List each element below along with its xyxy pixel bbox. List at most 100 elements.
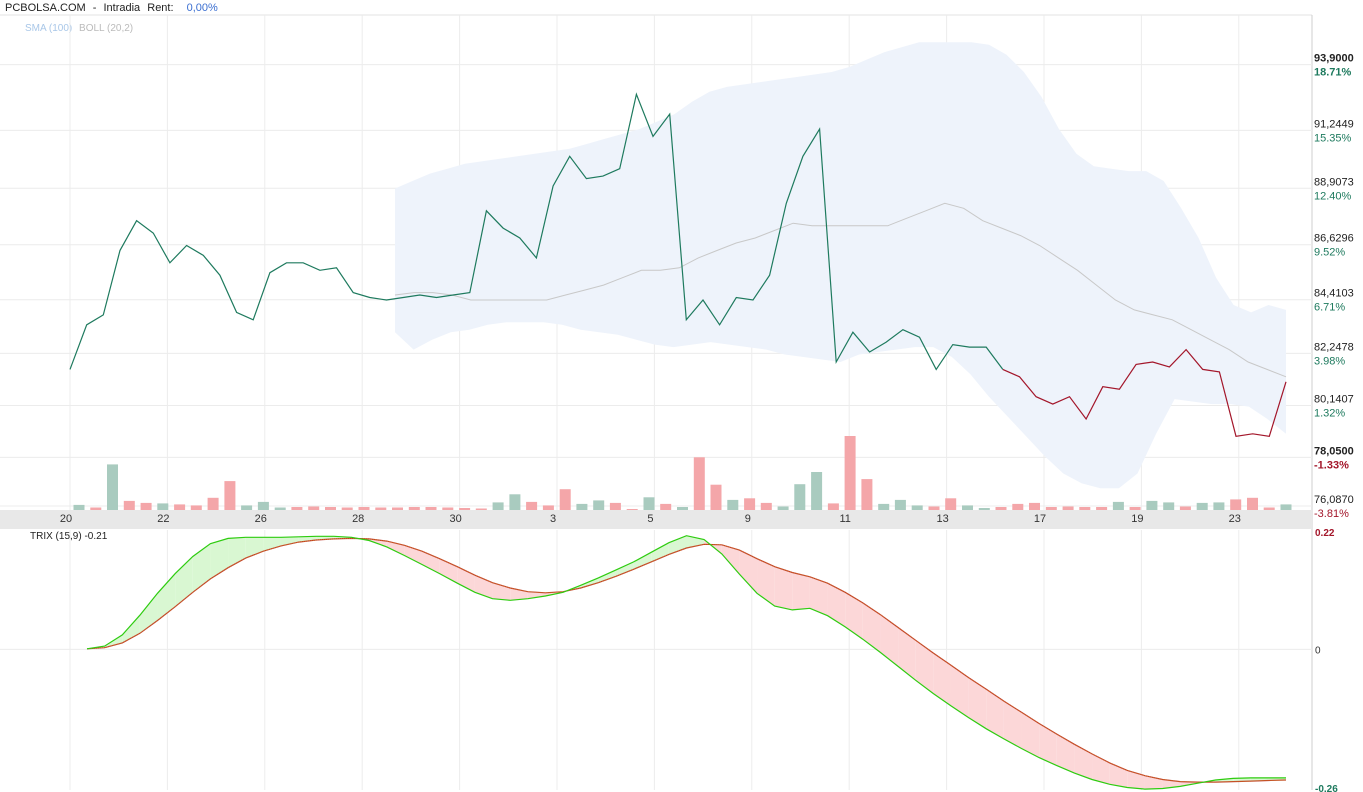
trix-fill-segment [1003, 701, 1022, 749]
trix-fill-segment [1039, 723, 1057, 766]
trix-tick-label: 0.22 [1315, 528, 1335, 539]
trix-fill-segment [774, 566, 793, 610]
trix-fill-segment [792, 572, 810, 610]
trix-fill-segment [1092, 753, 1110, 785]
trix-fill-segment [739, 550, 758, 594]
volume-bar [794, 484, 806, 510]
trix-legend[interactable]: TRIX (15,9) -0.21 [30, 531, 108, 542]
volume-bar [341, 507, 353, 510]
volume-bar [375, 507, 387, 510]
volume-bar [1096, 507, 1108, 510]
price-tick-label: 91,2449 [1314, 118, 1354, 130]
x-tick-label: 5 [647, 513, 653, 525]
trix-fill-segment [192, 543, 211, 593]
volume-bar [1247, 497, 1258, 510]
volume-bar [274, 507, 286, 510]
trix-fill-segment [263, 537, 281, 552]
trix-fill-segment [898, 627, 916, 681]
x-tick-label: 28 [352, 513, 364, 525]
boll-legend[interactable]: BOLL (20,2) [79, 23, 134, 34]
trix-fill-segment [422, 551, 440, 574]
price-tick-label: 76,0870 [1314, 494, 1354, 506]
x-tick-label: 19 [1131, 513, 1143, 525]
volume-bar [526, 501, 538, 510]
volume-bar [1163, 502, 1175, 510]
volume-bar [609, 502, 621, 510]
volume-bar [408, 507, 420, 510]
volume-bar [107, 464, 118, 510]
x-tick-label: 17 [1034, 513, 1046, 525]
trix-fill-segment [280, 536, 299, 546]
volume-bar [744, 498, 756, 510]
trix-fill-segment [651, 542, 669, 562]
volume-bar [207, 497, 219, 510]
rent-value: 0,00% [186, 2, 218, 14]
volume-bar [777, 506, 789, 510]
trix-fill-segment [880, 614, 899, 667]
trix-fill-segment [862, 602, 881, 653]
volume-bar [157, 503, 169, 510]
volume-bar [894, 499, 906, 510]
trix-fill-segment [1127, 770, 1145, 790]
price-tick-label: 78,0500 [1314, 445, 1354, 457]
trix-fill-segment [933, 653, 951, 706]
volume-bar [257, 501, 269, 510]
pct-tick-label: 9.52% [1314, 247, 1345, 259]
sma-legend[interactable]: SMA (100) [25, 23, 73, 34]
volume-bar [308, 506, 320, 510]
price-tick-label: 80,1407 [1314, 394, 1354, 406]
volume-bar [1045, 507, 1057, 510]
volume-bar [643, 497, 655, 510]
trix-fill-segment [986, 689, 1004, 739]
trix-fill-segment [1074, 744, 1093, 780]
trix-fill-segment [721, 544, 740, 575]
price-line [69, 92, 1004, 371]
volume-bar [1079, 507, 1091, 510]
volume-bar [1029, 502, 1040, 510]
volume-bar [576, 503, 588, 510]
trix-fill-segment [1021, 712, 1040, 758]
volume-bar [392, 507, 403, 510]
volume-bar [442, 507, 454, 510]
trix-fill-segment [157, 573, 176, 621]
x-tick-label: 9 [745, 513, 751, 525]
trix-signal-highlight [86, 538, 1287, 783]
volume-bar [760, 502, 772, 510]
x-tick-label: 30 [449, 513, 461, 525]
indicator-legend: SMA (100) BOLL (20,2) [25, 23, 137, 34]
volume-bar [811, 472, 823, 510]
trix-fill-segment [580, 577, 599, 588]
trix-fill-segment [298, 536, 317, 543]
volume-bar [1146, 500, 1158, 510]
volume-bar [123, 500, 135, 510]
price-line-decline [1002, 348, 1287, 437]
mode-label[interactable]: Intradia [103, 2, 141, 14]
volume-bar [1213, 502, 1225, 510]
volume-bar [509, 494, 521, 510]
volume-bar [677, 507, 688, 510]
trix-fill-segment [845, 592, 863, 640]
volume-bar [1230, 499, 1242, 510]
volume-bar [459, 508, 471, 510]
volume-bar [861, 479, 873, 510]
pct-tick-label: 15.35% [1314, 132, 1352, 144]
rent-label: Rent: [147, 2, 174, 14]
volume-bar [962, 505, 973, 510]
pct-tick-label: 3.98% [1314, 355, 1345, 367]
price-tick-label: 84,4103 [1314, 288, 1354, 300]
x-tick-label: 13 [936, 513, 948, 525]
sma-line [394, 202, 1287, 378]
x-tick-label: 26 [255, 513, 267, 525]
volume-bar [1280, 504, 1292, 510]
volume-bar [542, 505, 554, 510]
volume-bar [693, 457, 705, 510]
trix-fill-segment [827, 583, 846, 627]
volume-bar [140, 502, 152, 510]
volume-bar [1012, 503, 1024, 510]
price-tick-label: 86,6296 [1314, 233, 1354, 245]
trix-fill-segment [457, 566, 475, 593]
trix-fill-segment [527, 591, 546, 599]
x-tick-label: 3 [550, 513, 556, 525]
x-tick-label: 11 [839, 513, 850, 525]
